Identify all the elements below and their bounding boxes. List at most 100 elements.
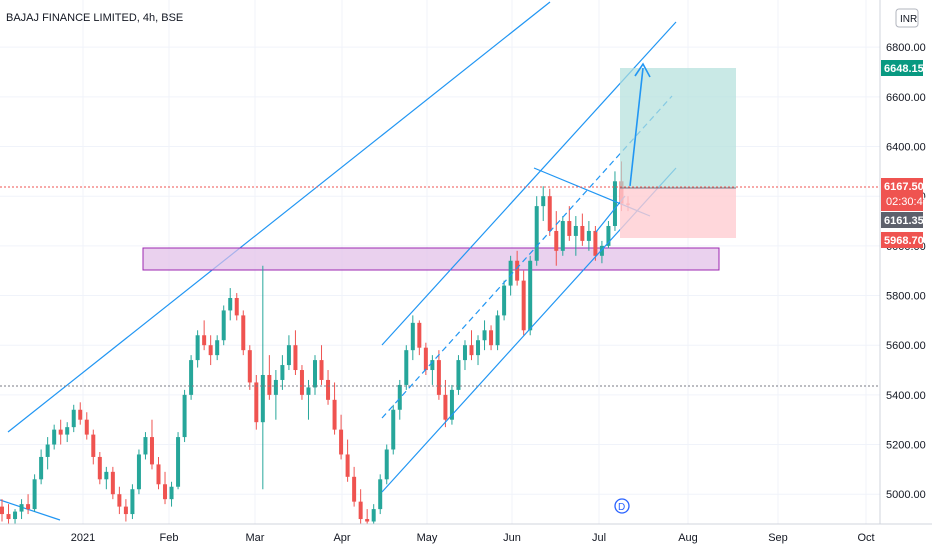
svg-text:6167.50: 6167.50 [884, 181, 924, 193]
candle [26, 494, 31, 515]
time-axis[interactable] [0, 524, 932, 550]
candle-body [39, 456, 44, 480]
candle [495, 310, 500, 351]
price-tick-label: 5800.00 [886, 291, 926, 303]
candle-body [482, 330, 487, 341]
candle [404, 345, 409, 390]
candle [208, 335, 213, 366]
candle [260, 265, 265, 490]
candle-body [528, 260, 533, 331]
candle [273, 370, 278, 420]
candle-body [156, 464, 161, 485]
candle-body [228, 298, 233, 311]
candle-body [371, 509, 376, 522]
candle [371, 504, 376, 524]
candle-body [378, 479, 383, 510]
candle-body [573, 225, 578, 236]
candle-body [554, 230, 559, 251]
candle-body [91, 434, 96, 457]
candle-body [273, 379, 278, 395]
candle-body [136, 454, 141, 490]
candle [149, 419, 154, 470]
candle-body [560, 221, 565, 251]
candle [599, 240, 604, 264]
candle [352, 466, 357, 507]
candle [606, 221, 611, 249]
candle [306, 379, 311, 420]
last-price-tag: 6167.50 02:30:49 [881, 178, 929, 211]
candle [586, 221, 591, 251]
projection-arrow[interactable] [629, 67, 644, 187]
dividend-marker-icon[interactable]: D [614, 498, 630, 514]
svg-text:5968.70: 5968.70 [884, 235, 924, 247]
candle [215, 335, 220, 361]
candle-body [32, 479, 37, 510]
candle-body [391, 409, 396, 450]
candle-body [286, 345, 291, 366]
candle-body [13, 511, 18, 520]
candle-body [430, 360, 435, 371]
candle [195, 330, 200, 368]
target-price-tag: 6648.15 [881, 60, 924, 76]
resistance-zone[interactable] [142, 247, 720, 271]
candle [436, 350, 441, 400]
candle [65, 422, 70, 443]
price-tick-label: 6600.00 [886, 92, 926, 104]
candle [469, 330, 474, 361]
candle-body [130, 489, 135, 515]
candle [417, 320, 422, 356]
candle-body [104, 471, 109, 480]
candle-body [567, 221, 572, 236]
candle [443, 379, 448, 428]
price-tick-label: 6400.00 [886, 142, 926, 154]
candle [345, 439, 350, 482]
candle [176, 432, 181, 490]
candle [449, 384, 454, 425]
candle [482, 320, 487, 351]
candle [573, 216, 578, 256]
candle-body [508, 260, 513, 286]
candle-body [52, 429, 57, 445]
candle [502, 280, 507, 321]
candle-body [110, 471, 115, 495]
currency-badge[interactable]: INR [895, 8, 919, 28]
candle-body [123, 506, 128, 515]
candle-body [163, 484, 168, 500]
candle-body [176, 437, 181, 487]
candle [521, 270, 526, 336]
svg-text:INR: INR [900, 14, 917, 25]
candle [202, 320, 207, 351]
price-tick-label: 5200.00 [886, 440, 926, 452]
candle-body [293, 345, 298, 371]
candle-body [313, 360, 317, 388]
lower-trendline[interactable] [0, 499, 61, 521]
target-zone[interactable] [620, 68, 736, 188]
candle [143, 432, 148, 460]
candle-body [234, 298, 239, 316]
svg-text:D: D [618, 502, 625, 513]
price-axis[interactable] [880, 0, 932, 524]
svg-text:6648.15: 6648.15 [884, 63, 924, 75]
stop-zone[interactable] [620, 188, 736, 238]
candle [71, 404, 76, 433]
candle-body [260, 374, 265, 423]
price-tick-label: 5400.00 [886, 390, 926, 402]
candle-body [97, 456, 102, 480]
candle-body [319, 360, 324, 380]
candle-body [26, 504, 31, 510]
svg-text:02:30:49: 02:30:49 [886, 196, 929, 208]
time-tick-label: May [417, 532, 438, 544]
candle [534, 196, 539, 266]
candle-body [580, 225, 585, 241]
time-tick-label: Jul [592, 532, 606, 544]
candle [410, 315, 415, 361]
candle [130, 484, 135, 520]
candle-body [58, 429, 63, 435]
upper-trendline[interactable] [7, 1, 551, 433]
candle-body [410, 322, 415, 351]
candle [528, 255, 533, 336]
price-tick-label: 5000.00 [886, 489, 926, 501]
candle-body [332, 399, 337, 430]
candle [430, 355, 435, 385]
